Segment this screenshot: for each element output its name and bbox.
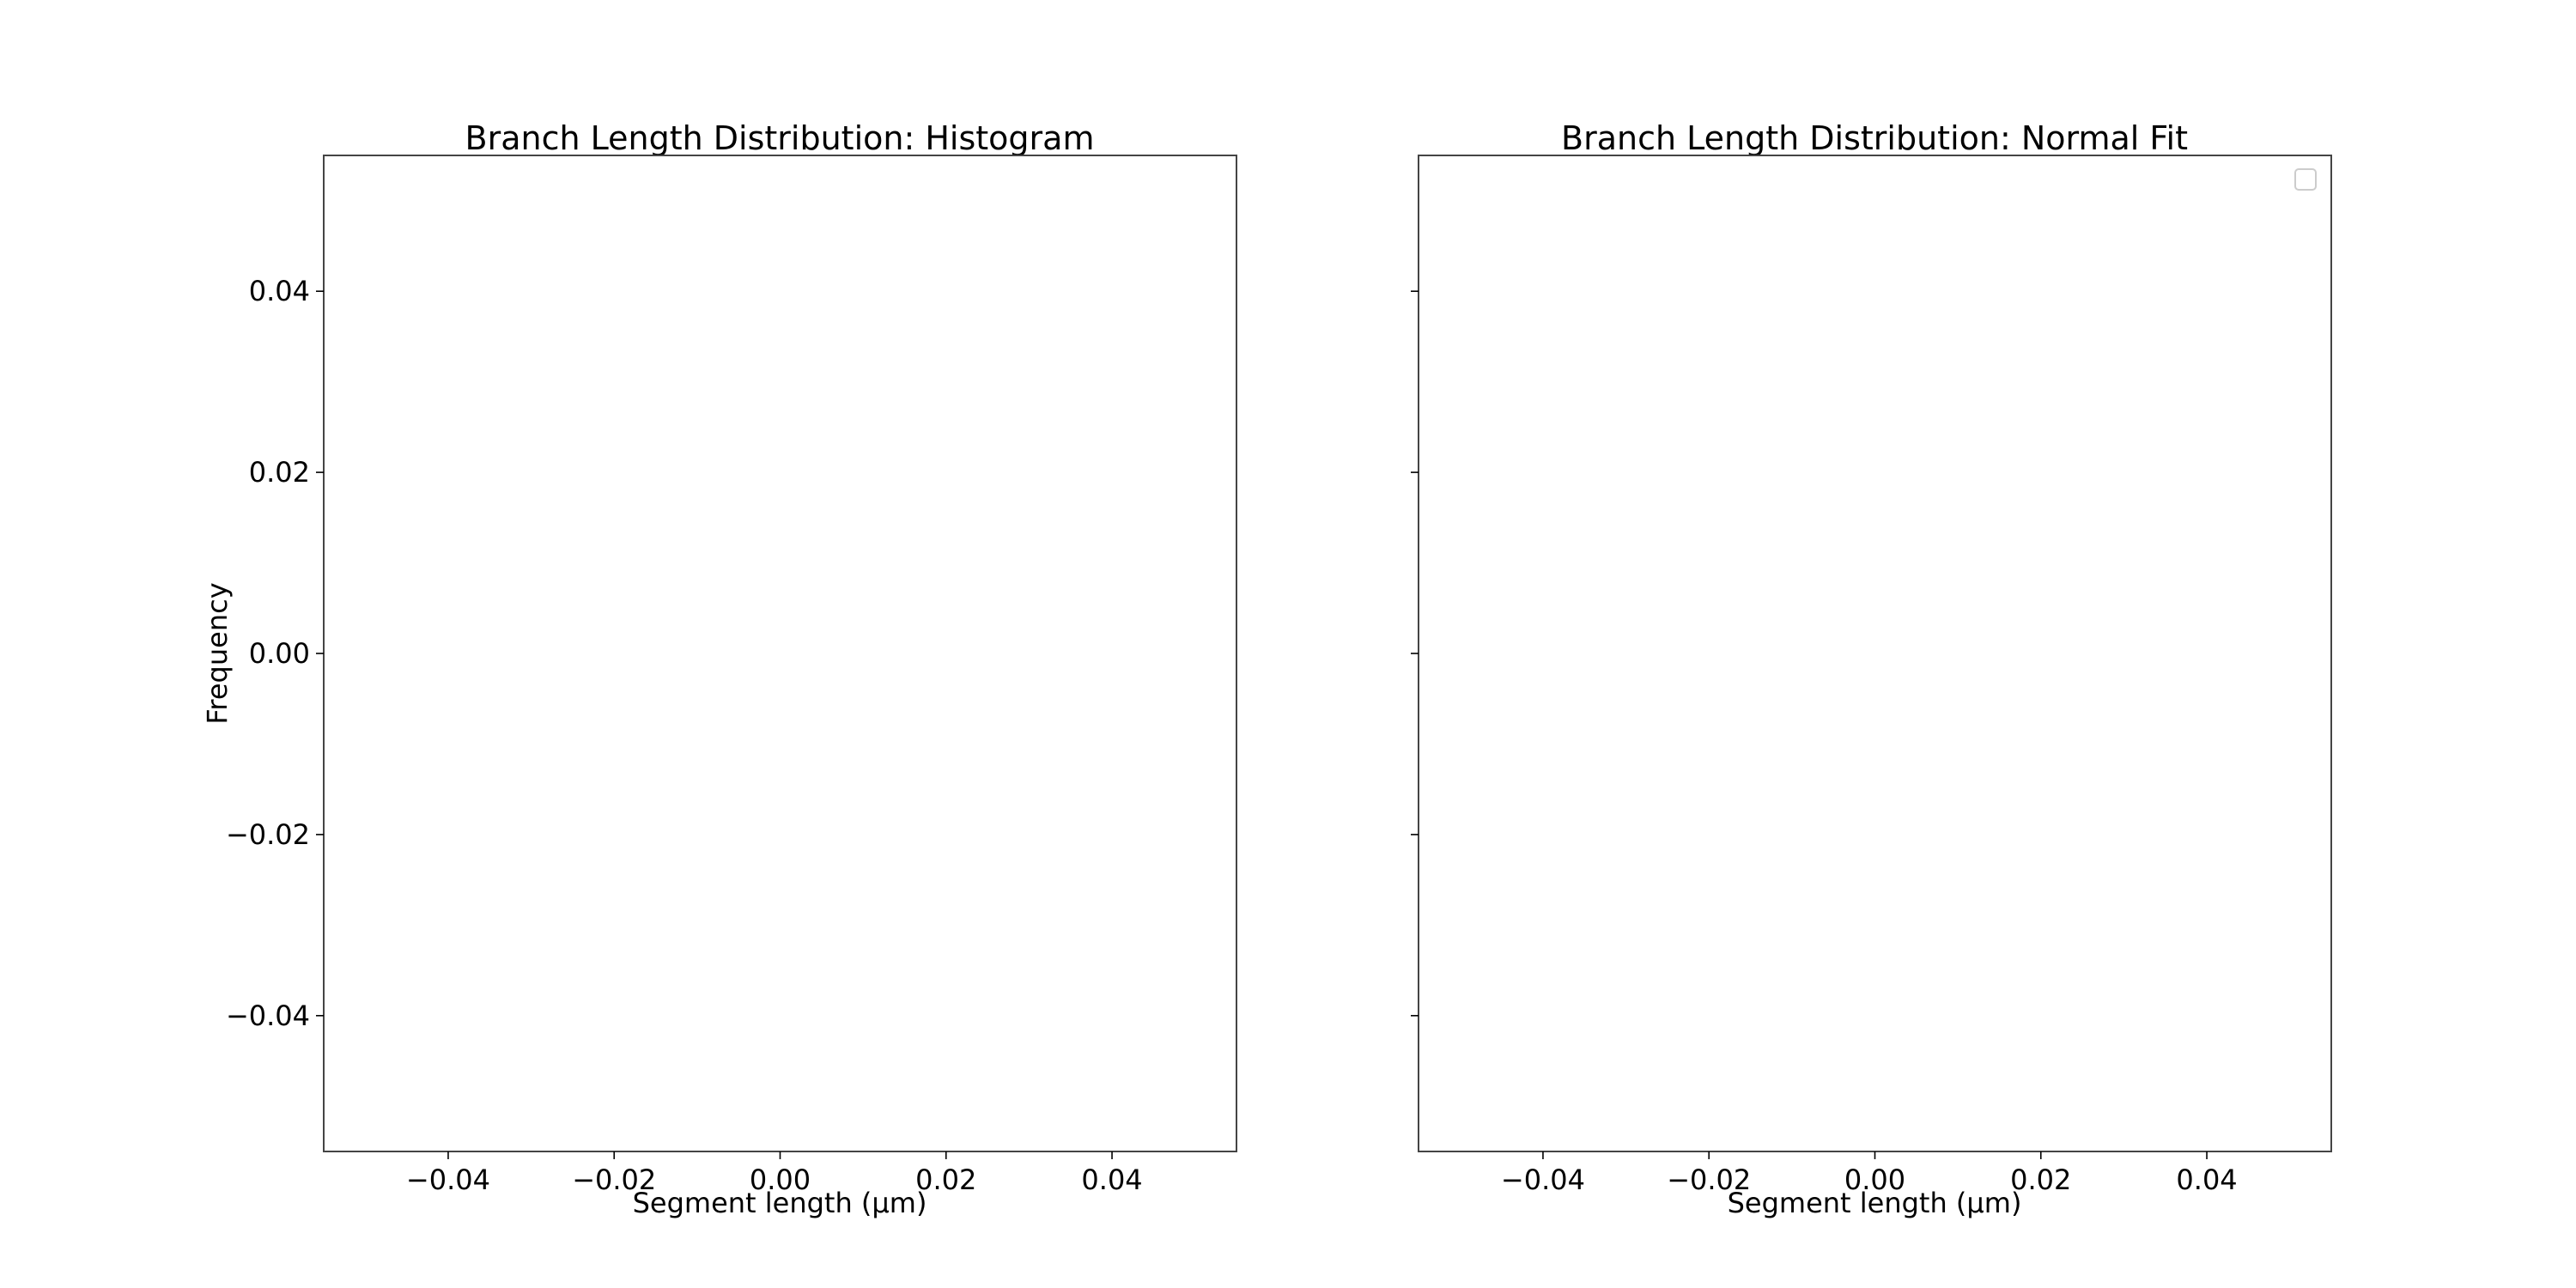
histogram-y-tick-label: 0.00 <box>249 637 310 670</box>
histogram-title: Branch Length Distribution: Histogram <box>465 119 1095 157</box>
histogram-y-ticks: −0.04 −0.02 0.00 0.02 0.04 <box>226 275 324 1032</box>
normal-fit-x-tick-label: 0.02 <box>2010 1163 2071 1196</box>
histogram-y-tick-label: 0.04 <box>249 275 310 307</box>
histogram-y-tick-label: 0.02 <box>249 456 310 489</box>
histogram-x-tick-label: 0.02 <box>915 1163 976 1196</box>
histogram-x-tick-label: −0.04 <box>406 1163 490 1196</box>
normal-fit-x-axis-label: Segment length (μm) <box>1728 1187 2022 1219</box>
normal-fit-subplot: Branch Length Distribution: Normal Fit −… <box>1411 119 2332 1219</box>
histogram-x-tick-label: 0.04 <box>1081 1163 1142 1196</box>
normal-fit-legend <box>2294 168 2317 191</box>
histogram-x-axis-label: Segment length (μm) <box>633 1187 927 1219</box>
normal-fit-title: Branch Length Distribution: Normal Fit <box>1561 119 2188 157</box>
histogram-y-axis-label: Frequency <box>201 582 234 724</box>
histogram-subplot: Branch Length Distribution: Histogram −0… <box>201 119 1237 1219</box>
histogram-x-tick-label: −0.02 <box>572 1163 656 1196</box>
normal-fit-x-ticks: −0.04 −0.02 0.00 0.02 0.04 <box>1501 1151 2238 1196</box>
normal-fit-x-tick-label: −0.04 <box>1501 1163 1585 1196</box>
histogram-y-tick-label: −0.02 <box>226 818 310 851</box>
histogram-y-tick-label: −0.04 <box>226 999 310 1032</box>
normal-fit-x-tick-label: 0.04 <box>2176 1163 2237 1196</box>
normal-fit-y-ticks <box>1411 290 1419 1017</box>
histogram-x-ticks: −0.04 −0.02 0.00 0.02 0.04 <box>406 1151 1143 1196</box>
normal-fit-x-tick-label: −0.02 <box>1667 1163 1751 1196</box>
histogram-x-tick-label: 0.00 <box>750 1163 811 1196</box>
normal-fit-x-tick-label: 0.00 <box>1844 1163 1905 1196</box>
